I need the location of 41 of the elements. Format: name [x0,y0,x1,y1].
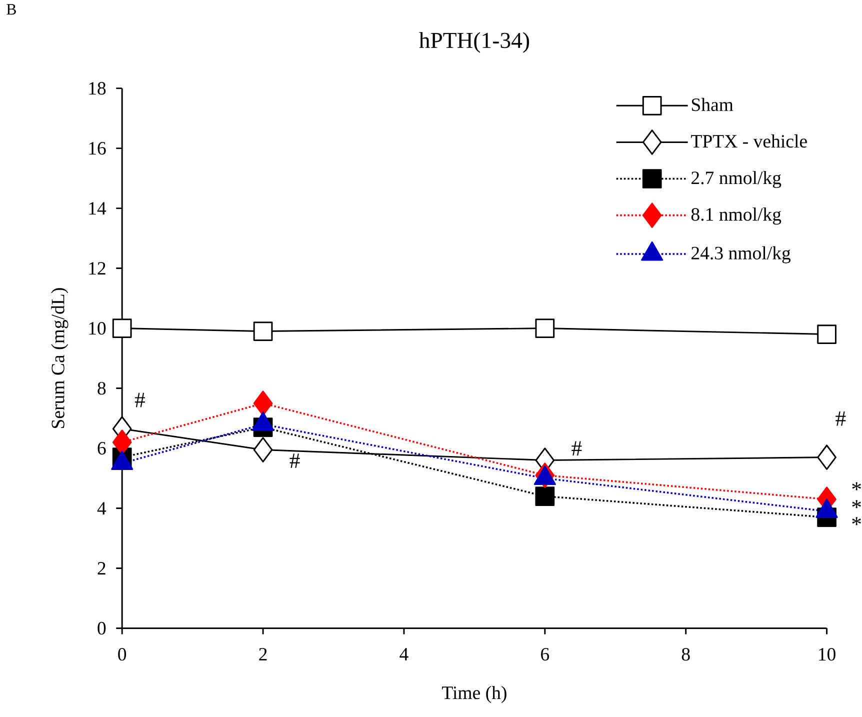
y-axis-title: Serum Ca (mg/dL) [51,288,68,428]
point [253,322,273,342]
legend-label: Sham [692,98,734,112]
y-tick-label: 0 [98,622,106,635]
legend-label: TPTX - vehicle [691,134,807,148]
annotation: * [852,517,861,526]
annotation: # [290,454,300,468]
x-tick-label: 10 [819,648,836,661]
x-tick-label: 0 [118,648,126,661]
y-tick-label: 6 [98,442,106,455]
annotation: # [836,412,846,426]
y-tick-label: 2 [98,562,106,575]
annotation: # [134,393,145,408]
legend-label: 2.7 nmol/kg [692,171,782,188]
point [253,390,273,416]
x-tick-label: 2 [259,648,267,661]
annotation: * [852,482,861,490]
y-tick-label: 4 [97,502,106,515]
point [535,486,555,506]
point [535,318,555,338]
point [817,444,836,470]
y-tick-label: 8 [98,382,106,395]
y-tick-label: 14 [89,202,106,215]
x-tick-label: 8 [682,648,690,661]
x-tick-label: 6 [541,648,550,661]
text: B [6,4,16,15]
chart-title: hPTH(1-34) [419,32,530,53]
point [817,324,836,344]
x-tick-label: 4 [400,648,408,661]
y-tick-label: 12 [89,262,106,275]
y-tick-label: 18 [89,82,106,95]
legend-label: 24.3 nmol/kg [692,246,791,264]
y-tick-label: 16 [89,142,106,155]
point [112,430,132,456]
point [112,318,132,338]
annotation: # [572,441,582,456]
x-axis-title: Time (h) [442,686,506,704]
point [253,437,273,463]
y-tick-label: 10 [89,322,106,335]
legend-label: 8.1 nmol/kg [691,208,782,225]
annotation: * [852,500,861,508]
